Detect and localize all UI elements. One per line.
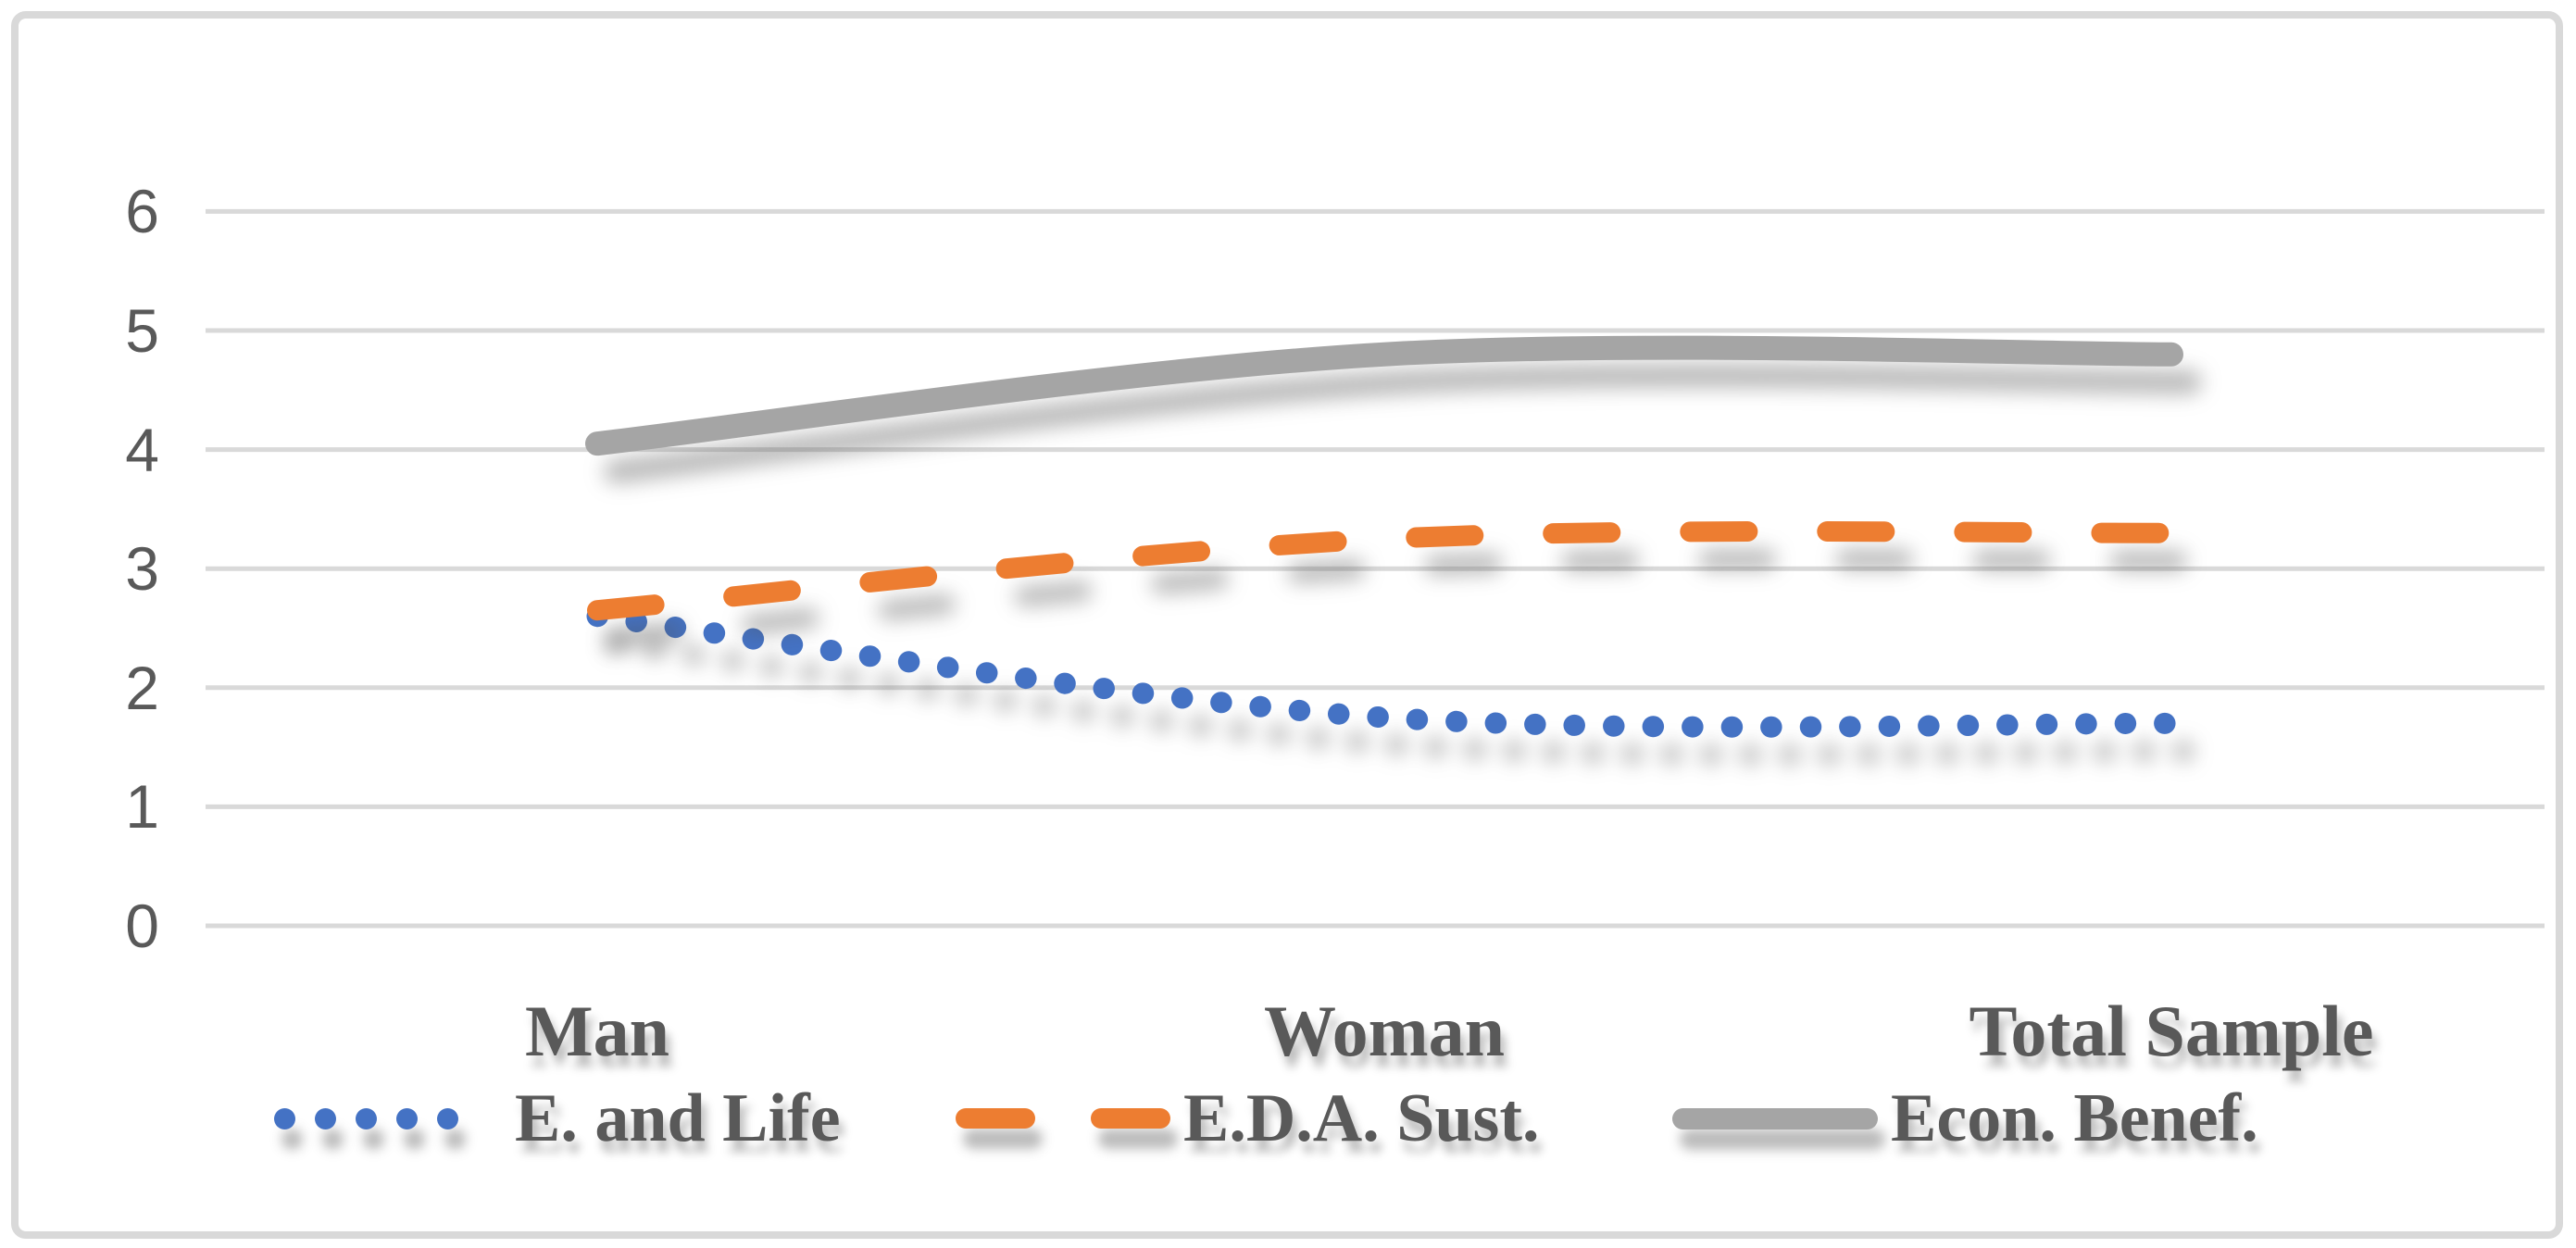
category-label-man: Man bbox=[525, 991, 669, 1071]
y-tick-label-1: 1 bbox=[125, 772, 159, 842]
legend-label-e-d-a-sust: E.D.A. Sust. bbox=[1183, 1080, 1540, 1156]
legend-marker-solid-icon bbox=[1672, 1107, 1878, 1129]
y-tick-label-3: 3 bbox=[125, 534, 159, 604]
legend-dash-icon bbox=[1091, 1108, 1170, 1129]
legend-dot-icon bbox=[396, 1107, 418, 1129]
y-tick-label-5: 5 bbox=[125, 296, 159, 365]
y-tick-label-2: 2 bbox=[125, 653, 159, 722]
series-line-e-and-life bbox=[586, 605, 2182, 738]
legend-item-e-and-life: E. and Life bbox=[274, 1070, 841, 1167]
series-line-e-d-a-sust bbox=[587, 520, 2182, 621]
legend-dot-icon bbox=[356, 1107, 377, 1129]
legend-label-econ-benef: Econ. Benef. bbox=[1891, 1080, 2258, 1156]
y-tick-label-0: 0 bbox=[125, 892, 159, 960]
legend-marker-dotted-icon bbox=[274, 1107, 478, 1129]
legend-marker-dashed-icon bbox=[956, 1108, 1170, 1129]
legend-dot-icon bbox=[274, 1107, 295, 1129]
category-label-woman: Woman bbox=[1263, 991, 1506, 1071]
legend-bar-icon bbox=[1672, 1107, 1878, 1129]
category-label-total-sample: Total Sample bbox=[1969, 991, 2374, 1071]
series-line-econ-benef bbox=[585, 335, 2183, 456]
legend-dot-icon bbox=[437, 1107, 458, 1129]
y-tick-label-6: 6 bbox=[125, 177, 159, 246]
legend-item-econ-benef: Econ. Benef. bbox=[1672, 1070, 2258, 1167]
y-tick-label-4: 4 bbox=[125, 415, 159, 484]
legend-dash-icon bbox=[956, 1108, 1035, 1129]
legend-dot-icon bbox=[315, 1107, 336, 1129]
legend-label-e-and-life: E. and Life bbox=[515, 1080, 841, 1156]
legend-item-e-d-a-sust: E.D.A. Sust. bbox=[956, 1070, 1540, 1167]
